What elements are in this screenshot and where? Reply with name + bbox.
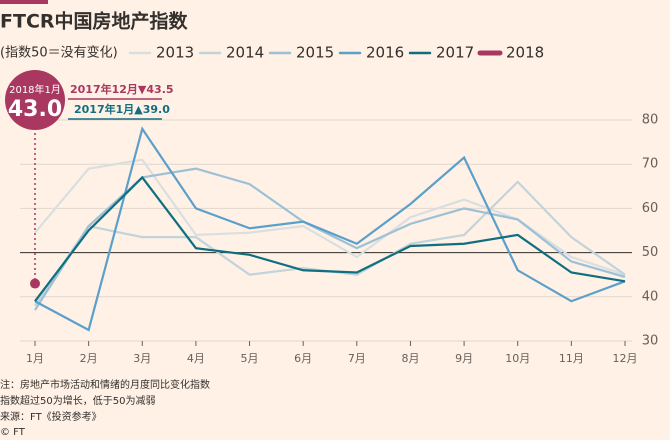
legend-label: 2016 <box>366 44 404 62</box>
x-tick-label: 2月 <box>80 352 98 365</box>
x-tick-label: 4月 <box>187 352 205 365</box>
brand-bar <box>0 0 48 4</box>
y-tick-label: 80 <box>642 113 659 128</box>
data-point <box>30 278 40 289</box>
note: © FT <box>0 427 26 438</box>
y-tick-label: 40 <box>642 289 659 304</box>
legend-label: 2014 <box>226 44 264 62</box>
note: 指数超过50为增长，低于50为减弱 <box>0 394 155 407</box>
x-tick-label: 8月 <box>401 352 419 365</box>
x-tick-label: 5月 <box>241 352 259 365</box>
x-tick-label: 6月 <box>294 352 312 365</box>
x-tick-label: 9月 <box>455 352 473 365</box>
note: 来源：FT《投资参考》 <box>0 410 102 423</box>
x-tick-label: 7月 <box>348 352 366 365</box>
series-line <box>34 126 626 332</box>
x-tick-label: 1月 <box>26 352 44 365</box>
legend-label: 2015 <box>296 44 334 62</box>
series-line <box>34 167 626 311</box>
legend-label: 2018 <box>506 44 544 62</box>
callout-date: 2018年1月 <box>9 83 61 96</box>
annotation: 2017年12月▼43.5 <box>70 82 174 96</box>
chart-title: FTCR中国房地产指数 <box>0 10 189 33</box>
y-tick-label: 30 <box>642 334 659 349</box>
x-tick-label: 12月 <box>613 352 638 365</box>
chart-subtitle: (指数50＝没有变化) <box>0 45 118 61</box>
legend-label: 2013 <box>156 44 194 62</box>
series-line <box>34 158 626 276</box>
callout-circle <box>5 70 65 130</box>
legend-label: 2017 <box>436 44 474 62</box>
annotation: 2017年1月▲39.0 <box>74 102 170 116</box>
y-tick-label: 50 <box>642 245 659 260</box>
y-tick-label: 70 <box>642 157 659 172</box>
callout-value: 43.0 <box>8 97 62 122</box>
series-line <box>34 175 626 302</box>
x-tick-label: 3月 <box>133 352 151 365</box>
x-tick-label: 10月 <box>505 352 530 365</box>
note: 注：房地产市场活动和情绪的月度同比变化指数 <box>0 378 210 391</box>
y-tick-label: 60 <box>642 201 659 216</box>
x-tick-label: 11月 <box>559 352 584 365</box>
